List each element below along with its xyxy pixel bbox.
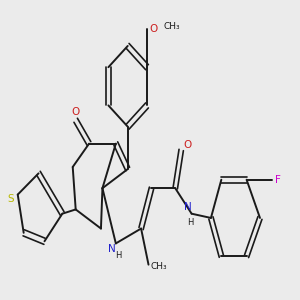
Text: H: H (187, 218, 193, 227)
Text: CH₃: CH₃ (151, 262, 167, 271)
Text: H: H (115, 251, 122, 260)
Text: O: O (183, 140, 191, 150)
Text: O: O (72, 107, 80, 117)
Text: CH₃: CH₃ (164, 22, 180, 32)
Text: N: N (108, 244, 116, 254)
Text: N: N (184, 202, 192, 212)
Text: S: S (7, 194, 14, 204)
Text: F: F (275, 175, 281, 185)
Text: O: O (149, 24, 158, 34)
